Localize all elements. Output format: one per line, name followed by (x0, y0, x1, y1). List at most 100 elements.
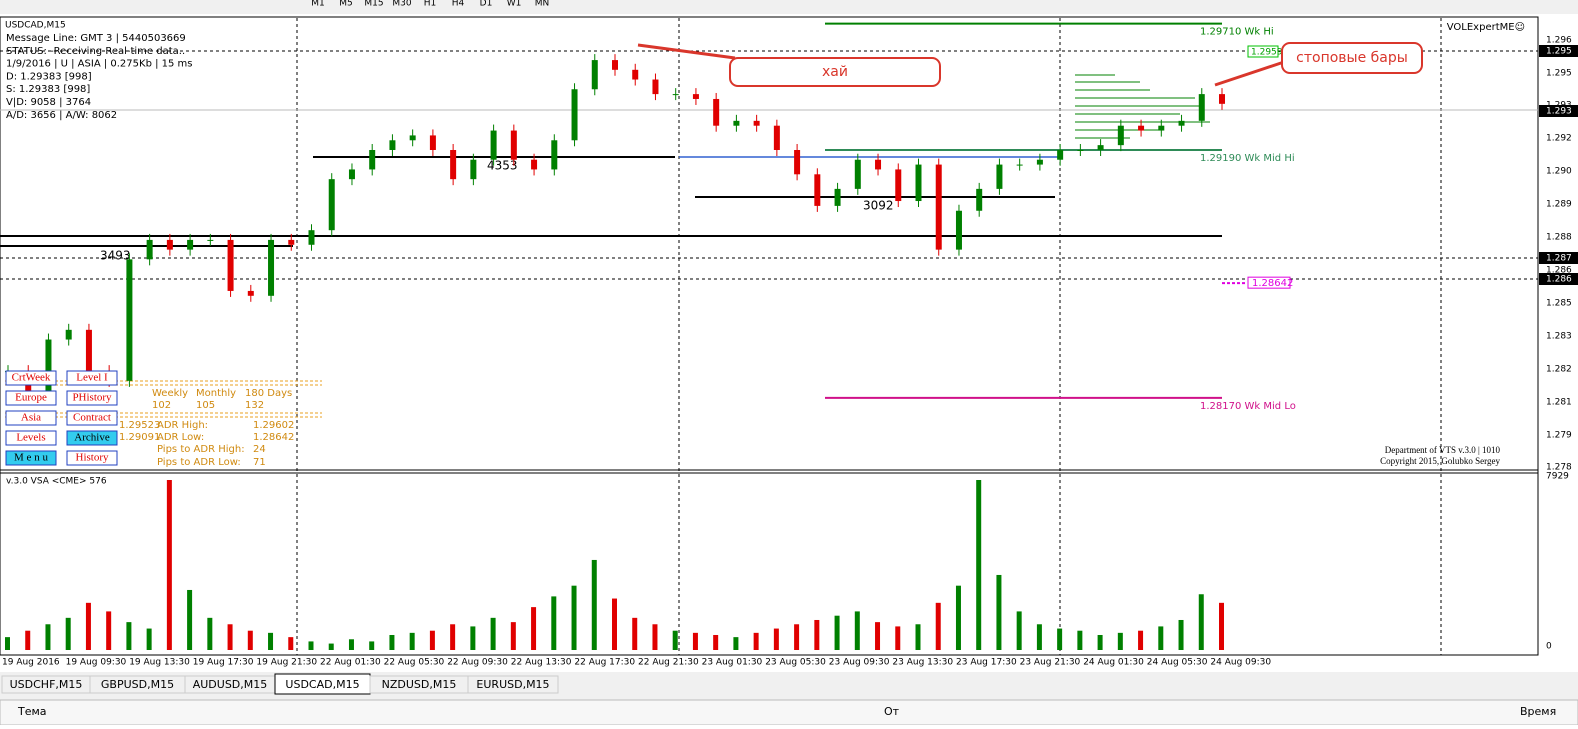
panel-button[interactable] (66, 450, 118, 466)
panel-button[interactable] (66, 430, 118, 446)
stat-text: 105 (196, 400, 215, 411)
panel-button-label[interactable]: Archive (74, 432, 110, 444)
stat-text: 1.29602 (253, 420, 294, 431)
candle (652, 79, 659, 95)
panel-button[interactable] (66, 390, 118, 406)
volume-bar (834, 615, 840, 650)
volume-bar (85, 602, 91, 650)
panel-button-label[interactable]: CrtWeek (12, 372, 51, 384)
panel-button-label[interactable]: History (76, 452, 110, 464)
volume-bar (551, 596, 557, 650)
volume-bar (733, 637, 739, 650)
panel-button-label[interactable]: Levels (16, 432, 45, 444)
volume-bar (429, 630, 435, 650)
info-line: D: 1.29383 [998] (6, 71, 92, 82)
symbol-tab-label[interactable]: NZDUSD,M15 (382, 678, 457, 691)
volume-bar (207, 617, 213, 650)
symbol-tab[interactable] (467, 675, 559, 694)
volume-bar (45, 624, 51, 650)
level-label: 1.29190 Wk Mid Hi (1200, 153, 1295, 164)
panel-button[interactable] (66, 370, 118, 386)
price-mark-label: 1.287 (1546, 254, 1572, 264)
timeframe-button[interactable]: H4 (452, 0, 465, 9)
callout-text: стоповые бары (1296, 50, 1408, 66)
panel-button[interactable] (66, 410, 118, 426)
volume-bar (348, 639, 354, 650)
candle (551, 140, 558, 170)
candle (814, 174, 821, 206)
panel-button[interactable] (5, 450, 57, 466)
volume-bar (915, 624, 921, 650)
volume-bar (1178, 619, 1184, 650)
price-mark-label: 1.293 (1546, 107, 1572, 117)
timeframe-button[interactable]: W1 (507, 0, 522, 9)
time-label: 19 Aug 2016 (2, 658, 60, 668)
timeframe-button[interactable]: M30 (392, 0, 411, 9)
volume-bar (369, 641, 375, 650)
volume-bar (1077, 630, 1083, 650)
price-label: 1.281 (1546, 398, 1572, 408)
panel-button[interactable] (5, 370, 57, 386)
chart-frame (0, 16, 1539, 656)
candle (1036, 159, 1043, 165)
volume-bar (227, 624, 233, 650)
timeframe-button[interactable]: H1 (424, 0, 437, 9)
price-mark (1539, 273, 1578, 285)
volume-bar (450, 624, 456, 650)
time-label: 19 Aug 21:30 (256, 658, 317, 668)
volume-bar (773, 628, 779, 650)
candle (773, 125, 780, 150)
candle (1178, 120, 1185, 126)
stat-text: Weekly (152, 388, 188, 399)
volume-bar (409, 632, 415, 650)
panel-button[interactable] (5, 390, 57, 406)
panel-button-label[interactable]: M e n u (14, 452, 48, 464)
panel-button[interactable] (5, 430, 57, 446)
symbol-tab-label[interactable]: USDCHF,M15 (10, 678, 83, 691)
candle (1219, 94, 1225, 104)
time-label: 23 Aug 17:30 (956, 658, 1017, 668)
volume-bar (935, 602, 941, 650)
volume-bar (1097, 634, 1103, 650)
timeframe-button[interactable]: M1 (311, 0, 325, 9)
panel-button-label[interactable]: PHistory (72, 392, 112, 404)
volume-bar (996, 574, 1002, 650)
panel-button-label[interactable]: Europe (15, 392, 47, 404)
symbol-tab-label[interactable]: AUDUSD,M15 (193, 678, 268, 691)
level-label: 1.28170 Wk Mid Lo (1200, 401, 1296, 412)
symbol: USDCAD,M15 (5, 21, 66, 31)
volume-bar (591, 559, 597, 650)
price-label: 1.286 (1546, 266, 1572, 276)
profile-label: 4353 (487, 159, 518, 173)
time-label: 22 Aug 05:30 (384, 658, 445, 668)
volume-bar (976, 480, 982, 650)
timeframe-button[interactable]: MN (535, 0, 550, 9)
panel-button[interactable] (5, 410, 57, 426)
volume-bar (753, 632, 759, 650)
panel-button-label[interactable]: Level I (76, 372, 108, 384)
candle (733, 120, 740, 126)
timeframe-button[interactable]: M5 (339, 0, 353, 9)
stat-text: ADR Low: (157, 432, 204, 443)
stat-text: 102 (152, 400, 171, 411)
price-label: 1.289 (1546, 200, 1572, 210)
stat-text: 71 (253, 457, 266, 468)
price-mark (1539, 45, 1578, 57)
volume-bar (1198, 594, 1204, 650)
candle (389, 140, 396, 150)
footer-text: Department of VTS v.3.0 | 1010 (1385, 445, 1501, 455)
candle (834, 188, 841, 206)
candle (1117, 125, 1124, 146)
panel-button-label[interactable]: Contract (73, 412, 111, 424)
timeframe-button[interactable]: D1 (480, 0, 493, 9)
symbol-tab-label[interactable]: GBPUSD,M15 (101, 678, 174, 691)
column-header: Время (1520, 705, 1556, 718)
volume-bar (632, 617, 638, 650)
symbol-tab-label[interactable]: EURUSD,M15 (476, 678, 549, 691)
symbol-tab-label[interactable]: USDCAD,M15 (285, 678, 359, 691)
timeframe-button[interactable]: M15 (364, 0, 383, 9)
candle (348, 169, 355, 180)
volume-bar (389, 634, 395, 650)
candle (935, 164, 942, 250)
panel-button-label[interactable]: Asia (21, 412, 41, 424)
